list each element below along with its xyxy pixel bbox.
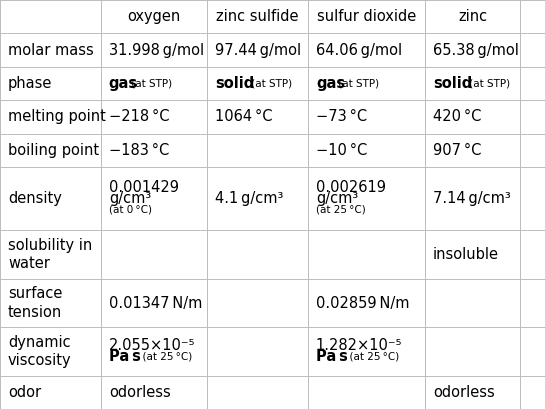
Text: (at STP): (at STP) bbox=[335, 79, 379, 89]
Text: phase: phase bbox=[8, 76, 52, 91]
Text: gas: gas bbox=[316, 76, 345, 91]
Text: 31.998 g/mol: 31.998 g/mol bbox=[109, 43, 204, 58]
Text: Pa s: Pa s bbox=[109, 349, 141, 364]
Text: solubility in
water: solubility in water bbox=[8, 238, 92, 272]
Text: boiling point: boiling point bbox=[8, 143, 99, 158]
Text: (at 25 °C): (at 25 °C) bbox=[343, 352, 399, 362]
Text: odor: odor bbox=[8, 385, 41, 400]
Text: 64.06 g/mol: 64.06 g/mol bbox=[316, 43, 402, 58]
Text: −218 °C: −218 °C bbox=[109, 110, 169, 124]
Text: zinc: zinc bbox=[458, 9, 487, 24]
Text: g/cm³: g/cm³ bbox=[316, 191, 358, 206]
Text: gas: gas bbox=[109, 76, 138, 91]
Text: 2.055×10⁻⁵: 2.055×10⁻⁵ bbox=[109, 338, 195, 353]
Text: oxygen: oxygen bbox=[128, 9, 180, 24]
Text: 0.02859 N/m: 0.02859 N/m bbox=[316, 296, 409, 310]
Text: (at STP): (at STP) bbox=[465, 79, 510, 89]
Text: Pa s: Pa s bbox=[316, 349, 348, 364]
Text: 0.001429: 0.001429 bbox=[109, 180, 179, 195]
Text: (at 25 °C): (at 25 °C) bbox=[136, 352, 192, 362]
Text: 907 °C: 907 °C bbox=[433, 143, 481, 158]
Text: (at 25 °C): (at 25 °C) bbox=[316, 205, 366, 215]
Text: (at STP): (at STP) bbox=[128, 79, 172, 89]
Text: odorless: odorless bbox=[109, 385, 171, 400]
Text: solid: solid bbox=[433, 76, 473, 91]
Text: (at STP): (at STP) bbox=[247, 79, 292, 89]
Text: 0.01347 N/m: 0.01347 N/m bbox=[109, 296, 202, 310]
Text: (at 0 °C): (at 0 °C) bbox=[109, 205, 152, 215]
Text: zinc sulfide: zinc sulfide bbox=[216, 9, 299, 24]
Text: solid: solid bbox=[215, 76, 255, 91]
Text: insoluble: insoluble bbox=[433, 247, 499, 262]
Text: 65.38 g/mol: 65.38 g/mol bbox=[433, 43, 519, 58]
Text: g/cm³: g/cm³ bbox=[109, 191, 151, 206]
Text: 0.002619: 0.002619 bbox=[316, 180, 386, 195]
Text: 1064 °C: 1064 °C bbox=[215, 110, 272, 124]
Text: density: density bbox=[8, 191, 62, 206]
Text: 7.14 g/cm³: 7.14 g/cm³ bbox=[433, 191, 511, 206]
Text: dynamic
viscosity: dynamic viscosity bbox=[8, 335, 71, 368]
Text: surface
tension: surface tension bbox=[8, 286, 62, 320]
Text: 97.44 g/mol: 97.44 g/mol bbox=[215, 43, 301, 58]
Text: 420 °C: 420 °C bbox=[433, 110, 481, 124]
Text: molar mass: molar mass bbox=[8, 43, 94, 58]
Text: sulfur dioxide: sulfur dioxide bbox=[317, 9, 416, 24]
Text: −183 °C: −183 °C bbox=[109, 143, 169, 158]
Text: odorless: odorless bbox=[433, 385, 495, 400]
Text: −73 °C: −73 °C bbox=[316, 110, 367, 124]
Text: 4.1 g/cm³: 4.1 g/cm³ bbox=[215, 191, 283, 206]
Text: −10 °C: −10 °C bbox=[316, 143, 367, 158]
Text: melting point: melting point bbox=[8, 110, 106, 124]
Text: 1.282×10⁻⁵: 1.282×10⁻⁵ bbox=[316, 338, 402, 353]
